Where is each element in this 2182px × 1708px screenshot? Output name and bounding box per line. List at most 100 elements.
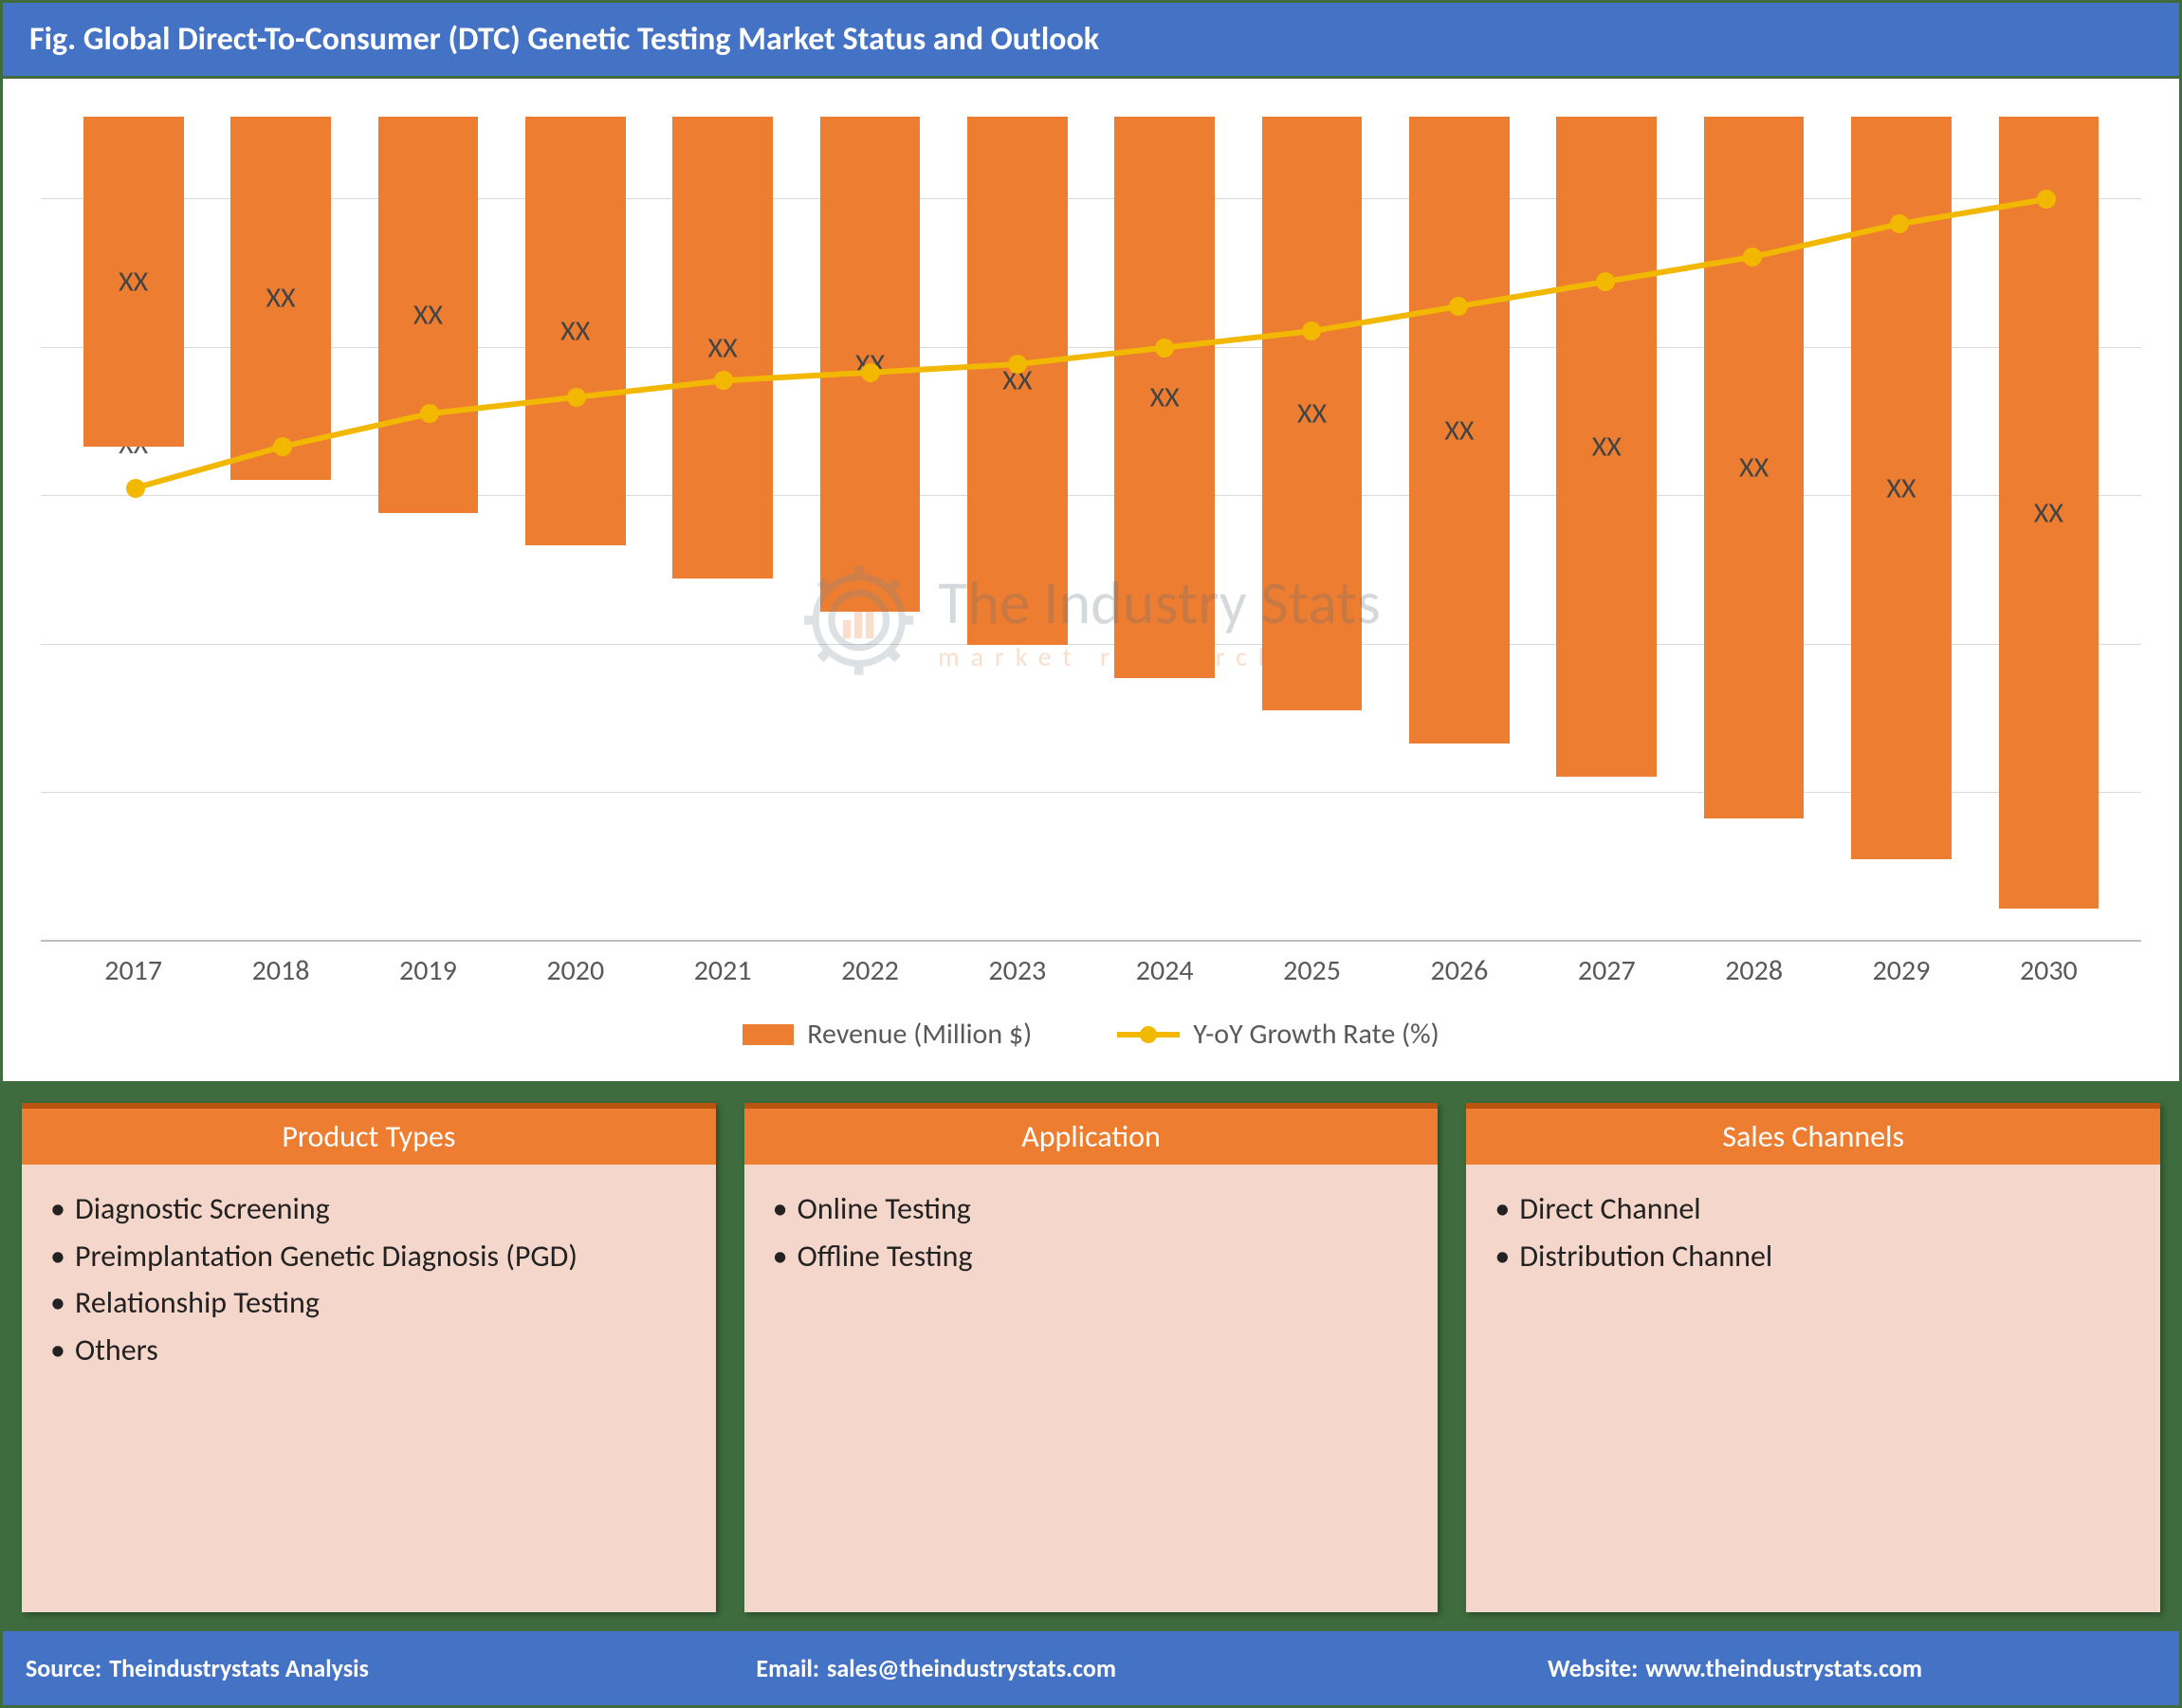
card-header: Application	[744, 1103, 1439, 1165]
info-card: Application Online TestingOffline Testing	[744, 1103, 1439, 1612]
x-tick-label: 2030	[1975, 953, 2122, 988]
card-body: Online TestingOffline Testing	[744, 1165, 1439, 1612]
bar-slot: XXXX	[1975, 117, 2122, 942]
card-list-item: Diagnostic Screening	[50, 1185, 688, 1233]
line-marker	[567, 388, 586, 407]
bar-slot: XXXX	[1238, 117, 1385, 942]
bar-value-label: XX	[560, 314, 590, 349]
card-list: Diagnostic ScreeningPreimplantation Gene…	[50, 1185, 688, 1373]
x-tick-label: 2022	[797, 953, 944, 988]
bars-group: XXXXXXXXXXXXXXXXXXXXXXXXXXXXXXXXXXXXXXXX…	[41, 117, 2141, 942]
bar-slot: XXXX	[1091, 117, 1238, 942]
bar: XX	[378, 117, 479, 513]
x-tick-label: 2019	[355, 953, 502, 988]
line-marker	[126, 479, 145, 498]
chart-panel: XXXXXXXXXXXXXXXXXXXXXXXXXXXXXXXXXXXXXXXX…	[3, 79, 2179, 1084]
bar-slot: XXXX	[944, 117, 1091, 942]
bar: XX	[230, 117, 331, 480]
footer-email-label: Email:	[756, 1653, 819, 1683]
line-marker	[273, 437, 292, 456]
bar: XX	[1704, 117, 1805, 818]
line-marker	[1743, 248, 1762, 266]
x-tick-label: 2029	[1827, 953, 1974, 988]
footer-source: Source: Theindustrystats Analysis	[26, 1653, 756, 1683]
figure-header: Fig. Global Direct-To-Consumer (DTC) Gen…	[3, 3, 2179, 79]
line-marker	[420, 404, 439, 423]
footer-bar: Source: Theindustrystats Analysis Email:…	[3, 1631, 2179, 1705]
line-marker	[714, 371, 733, 390]
bar-slot: XXXX	[355, 117, 502, 942]
bar: XX	[1999, 117, 2099, 909]
bar-slot: XXXX	[60, 117, 207, 942]
bar-value-label: XX	[1739, 450, 1769, 485]
bar-value-label: XX	[266, 281, 295, 316]
line-marker	[861, 363, 880, 382]
x-tick-label: 2018	[207, 953, 354, 988]
legend-swatch-line	[1117, 1023, 1180, 1046]
card-body: Direct ChannelDistribution Channel	[1466, 1165, 2160, 1612]
x-tick-label: 2028	[1680, 953, 1827, 988]
footer-website: Website: www.theindustrystats.com	[1548, 1653, 2156, 1683]
bar: XX	[83, 117, 184, 447]
footer-source-value: Theindustrystats Analysis	[109, 1653, 369, 1683]
bar-slot: XXXX	[1680, 117, 1827, 942]
legend-item-bar: Revenue (Million $)	[743, 1017, 1032, 1052]
bar-value-label: XX	[1592, 430, 1622, 465]
x-tick-label: 2027	[1533, 953, 1680, 988]
bar-value-label: XX	[1150, 379, 1180, 414]
footer-email: Email: sales@theindustrystats.com	[756, 1653, 1548, 1683]
x-tick-label: 2024	[1091, 953, 1238, 988]
bar-slot: XXXX	[1827, 117, 1974, 942]
card-list-item: Relationship Testing	[50, 1279, 688, 1327]
footer-website-label: Website:	[1548, 1653, 1638, 1683]
card-list-item: Direct Channel	[1494, 1185, 2132, 1233]
line-marker	[1008, 355, 1027, 374]
x-tick-label: 2026	[1385, 953, 1532, 988]
footer-website-value: www.theindustrystats.com	[1645, 1653, 1922, 1683]
bar-slot: XXXX	[1533, 117, 1680, 942]
legend-bar-label: Revenue (Million $)	[807, 1017, 1032, 1052]
card-list-item: Offline Testing	[773, 1233, 1410, 1280]
line-marker	[1155, 339, 1174, 358]
card-list-item: Distribution Channel	[1494, 1233, 2132, 1280]
bar: XX	[672, 117, 773, 579]
x-tick-label: 2020	[502, 953, 649, 988]
bar: XX	[967, 117, 1068, 645]
x-tick-label: 2025	[1238, 953, 1385, 988]
legend-line-label: Y-oY Growth Rate (%)	[1193, 1017, 1439, 1052]
bar-slot: XXXX	[649, 117, 796, 942]
card-header: Sales Channels	[1466, 1103, 2160, 1165]
line-marker	[1596, 272, 1615, 291]
card-list: Online TestingOffline Testing	[773, 1185, 1410, 1279]
card-list-item: Online Testing	[773, 1185, 1410, 1233]
bar-slot: XXXX	[502, 117, 649, 942]
cards-row: Product Types Diagnostic ScreeningPreimpl…	[3, 1084, 2179, 1631]
card-list-item: Preimplantation Genetic Diagnosis (PGD)	[50, 1233, 688, 1280]
legend-swatch-bar	[743, 1024, 794, 1045]
bar-slot: XXXX	[797, 117, 944, 942]
line-marker	[1302, 321, 1321, 340]
legend-item-line: Y-oY Growth Rate (%)	[1117, 1017, 1439, 1052]
bar: XX	[1114, 117, 1215, 678]
card-list: Direct ChannelDistribution Channel	[1494, 1185, 2132, 1279]
bar-value-label: XX	[119, 265, 148, 300]
line-marker	[1449, 297, 1468, 316]
figure-container: Fig. Global Direct-To-Consumer (DTC) Gen…	[0, 0, 2182, 1708]
line-marker	[1890, 214, 1909, 233]
bar: XX	[1409, 117, 1510, 744]
card-body: Diagnostic ScreeningPreimplantation Gene…	[22, 1165, 716, 1612]
bar: XX	[1262, 117, 1363, 710]
x-tick-label: 2021	[649, 953, 796, 988]
legend: Revenue (Million $) Y-oY Growth Rate (%)	[41, 988, 2141, 1078]
bar-value-label: XX	[413, 297, 443, 332]
info-card: Sales Channels Direct ChannelDistribution…	[1466, 1103, 2160, 1612]
plot-area: XXXXXXXXXXXXXXXXXXXXXXXXXXXXXXXXXXXXXXXX…	[41, 117, 2141, 942]
bar-value-label: XX	[708, 330, 738, 365]
footer-email-value: sales@theindustrystats.com	[827, 1653, 1116, 1683]
card-list-item: Others	[50, 1327, 688, 1374]
bar-slot: XXXX	[207, 117, 354, 942]
bar-value-label: XX	[1444, 413, 1474, 448]
x-tick-label: 2023	[944, 953, 1091, 988]
card-header: Product Types	[22, 1103, 716, 1165]
bar-value-label: XX	[1297, 396, 1327, 432]
